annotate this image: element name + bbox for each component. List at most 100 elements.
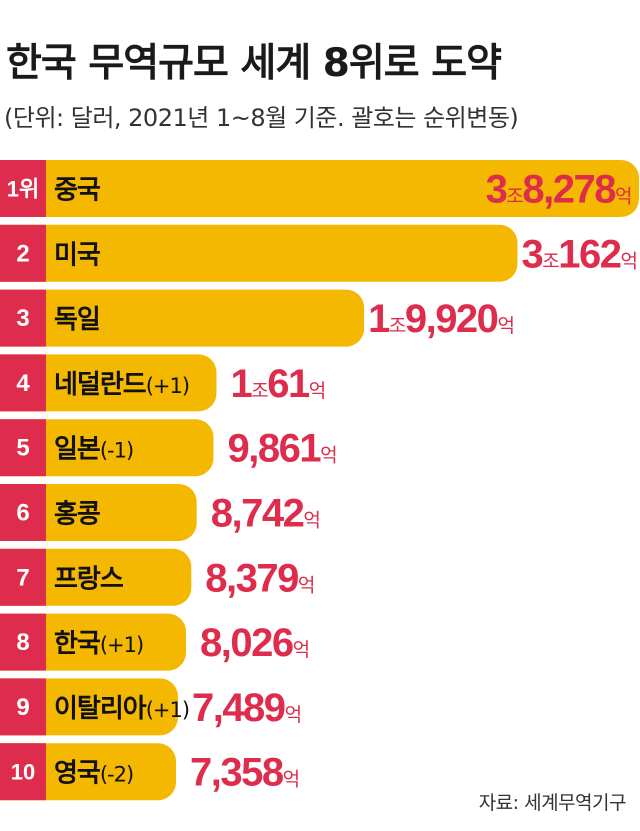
- unit-jo: 조: [389, 315, 406, 337]
- value-eok: 8,742: [211, 492, 304, 536]
- rank-label: 8: [16, 629, 29, 656]
- bar: [0, 289, 365, 347]
- value-jo: 3: [486, 168, 507, 212]
- value-eok: 7,358: [190, 751, 284, 795]
- rank-box: [0, 354, 46, 412]
- bar-row: 5 일본(-1) 9,861억: [0, 419, 338, 477]
- bar-row: 3 독일 1조9,920억: [0, 289, 515, 347]
- chart-subtitle: (단위: 달러, 2021년 1~8월 기준. 괄호는 순위변동): [4, 104, 519, 132]
- bar: [0, 613, 187, 671]
- rank-box: [0, 743, 46, 801]
- bar: [0, 548, 192, 606]
- rank-box: [0, 678, 46, 736]
- country-label: 프랑스: [54, 564, 124, 594]
- value-label: 3조162억: [521, 232, 636, 276]
- unit-eok: 억: [615, 186, 631, 208]
- value-eok: 9,920: [405, 297, 498, 341]
- bar-row: 1위 중국 3조8,278억: [0, 160, 639, 217]
- value-label: 7,489억: [192, 686, 301, 730]
- unit-eok: 억: [309, 380, 325, 402]
- rank-label: 7: [16, 564, 29, 591]
- rank-box: [0, 160, 46, 217]
- bar-row: 6 홍콩 8,742억: [0, 484, 321, 541]
- rank-label: 10: [11, 760, 35, 785]
- chart-title: 한국 무역규모 세계 8위로 도약: [6, 41, 502, 86]
- country-label: 한국(+1): [54, 629, 143, 659]
- value-label: 8,026억: [200, 621, 309, 665]
- country-label: 미국: [54, 240, 101, 270]
- country-label: 일본(-1): [54, 435, 133, 465]
- rank-label: 4: [16, 370, 30, 397]
- bar: [0, 484, 197, 541]
- value-eok: 8,278: [522, 168, 616, 212]
- value-jo: 1: [230, 362, 252, 406]
- rank-box: [0, 289, 46, 347]
- bar: [0, 419, 214, 477]
- unit-jo: 조: [542, 250, 559, 272]
- unit-eok: 억: [620, 250, 636, 272]
- unit-eok: 억: [303, 510, 319, 532]
- rank-box: [0, 548, 46, 606]
- unit-eok: 억: [293, 639, 309, 661]
- rank-label: 2: [16, 240, 29, 267]
- country-name: 일본: [54, 435, 100, 465]
- value-label: 1조61억: [230, 362, 324, 406]
- value-eok: 162: [558, 232, 620, 276]
- value-jo: 3: [521, 232, 542, 276]
- country-name: 네덜란드: [54, 370, 147, 400]
- value-eok: 9,861: [227, 427, 321, 471]
- country-name: 홍콩: [54, 500, 100, 530]
- value-eok: 8,379: [205, 556, 298, 600]
- value-label: 1조9,920억: [368, 297, 513, 341]
- rank-label: 5: [16, 435, 29, 462]
- rank-change: (-2): [100, 763, 133, 787]
- country-label: 독일: [54, 305, 100, 335]
- country-name: 한국: [54, 629, 101, 659]
- rank-label: 3: [16, 305, 29, 332]
- value-label: 7,358억: [190, 751, 299, 795]
- country-name: 미국: [54, 240, 101, 270]
- value-eok: 61: [267, 362, 310, 406]
- rank-box: [0, 419, 46, 477]
- value-label: 3조8,278억: [486, 168, 631, 212]
- unit-eok: 억: [283, 769, 299, 791]
- country-label: 홍콩: [54, 500, 100, 530]
- bar-row: 8 한국(+1) 8,026억: [0, 613, 310, 671]
- bar-row: 2 미국 3조162억: [0, 224, 638, 282]
- rank-change: (+1): [146, 374, 189, 398]
- value-label: 8,742억: [211, 492, 320, 536]
- rank-box: [0, 484, 46, 541]
- rank-change: (+1): [146, 698, 189, 722]
- rank-change: (+1): [100, 633, 143, 657]
- bar-row: 7 프랑스 8,379억: [0, 548, 315, 606]
- unit-eok: 억: [320, 445, 336, 467]
- rank-label: 9: [16, 694, 29, 721]
- country-label: 중국: [54, 176, 101, 206]
- country-label: 영국(-2): [54, 759, 133, 789]
- bar-row: 9 이탈리아(+1) 7,489억: [0, 678, 302, 736]
- source-note: 자료: 세계무역기구: [478, 792, 627, 814]
- country-name: 프랑스: [54, 564, 124, 594]
- value-label: 8,379억: [205, 556, 314, 600]
- unit-jo: 조: [251, 380, 268, 402]
- bar-row: 10 영국(-2) 7,358억: [0, 743, 300, 801]
- value-jo: 1: [368, 297, 390, 341]
- value-eok: 8,026: [200, 621, 293, 665]
- rank-box: [0, 224, 46, 282]
- country-name: 중국: [54, 176, 101, 206]
- value-eok: 7,489: [192, 686, 285, 730]
- unit-eok: 억: [285, 704, 301, 726]
- rank-label: 6: [16, 500, 29, 527]
- bar: [0, 354, 217, 412]
- country-label: 이탈리아(+1): [54, 694, 189, 724]
- rank-label: 1위: [7, 177, 39, 202]
- value-label: 9,861억: [227, 427, 336, 471]
- bar: [0, 160, 639, 217]
- rank-box: [0, 613, 46, 671]
- bar-row: 4 네덜란드(+1) 1조61억: [0, 354, 326, 412]
- country-name: 이탈리아: [54, 694, 147, 724]
- country-name: 독일: [54, 305, 100, 335]
- unit-jo: 조: [506, 186, 523, 208]
- country-name: 영국: [54, 759, 101, 789]
